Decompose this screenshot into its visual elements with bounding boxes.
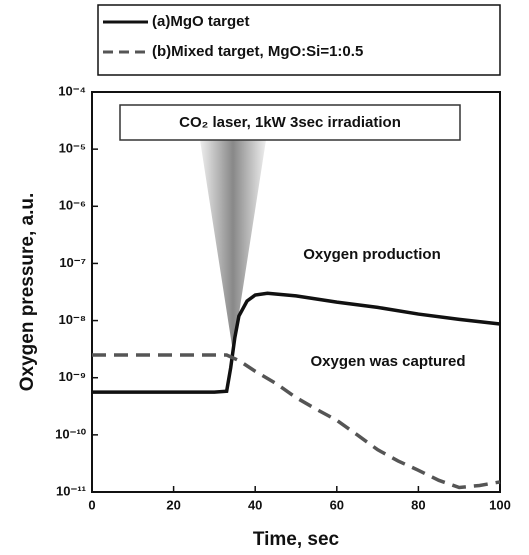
x-tick-label: 100 xyxy=(489,497,511,512)
annotation: Oxygen production xyxy=(303,246,441,263)
x-tick-label: 60 xyxy=(330,497,344,512)
y-tick-label: 10⁻¹¹ xyxy=(56,483,86,498)
annotation: Oxygen was captured xyxy=(310,353,465,370)
laser-beam xyxy=(200,140,266,352)
x-tick-label: 80 xyxy=(411,497,425,512)
y-tick-label: 10⁻⁶ xyxy=(59,198,86,213)
y-tick-label: 10⁻⁹ xyxy=(59,369,87,384)
y-tick-label: 10⁻⁴ xyxy=(58,83,86,98)
legend-label: (a)MgO target xyxy=(152,13,250,30)
annotation: CO₂ laser, 1kW 3sec irradiation xyxy=(179,114,401,131)
data-line xyxy=(92,353,501,490)
y-tick-label: 10⁻¹⁰ xyxy=(55,426,87,441)
y-tick-label: 10⁻⁸ xyxy=(59,312,86,327)
plot-frame xyxy=(91,91,501,493)
legend xyxy=(97,4,501,76)
legend-label: (b)Mixed target, MgO:Si=1:0.5 xyxy=(152,43,363,60)
x-tick-label: 40 xyxy=(248,497,262,512)
data-line xyxy=(92,291,501,394)
x-tick-label: 0 xyxy=(88,497,95,512)
annotation-box xyxy=(119,104,461,141)
y-tick-label: 10⁻⁷ xyxy=(59,255,86,270)
y-axis-label: Oxygen pressure, a.u. xyxy=(17,193,38,392)
x-axis-label: Time, sec xyxy=(253,529,340,550)
y-tick-label: 10⁻⁵ xyxy=(59,141,86,156)
x-tick-label: 20 xyxy=(166,497,180,512)
